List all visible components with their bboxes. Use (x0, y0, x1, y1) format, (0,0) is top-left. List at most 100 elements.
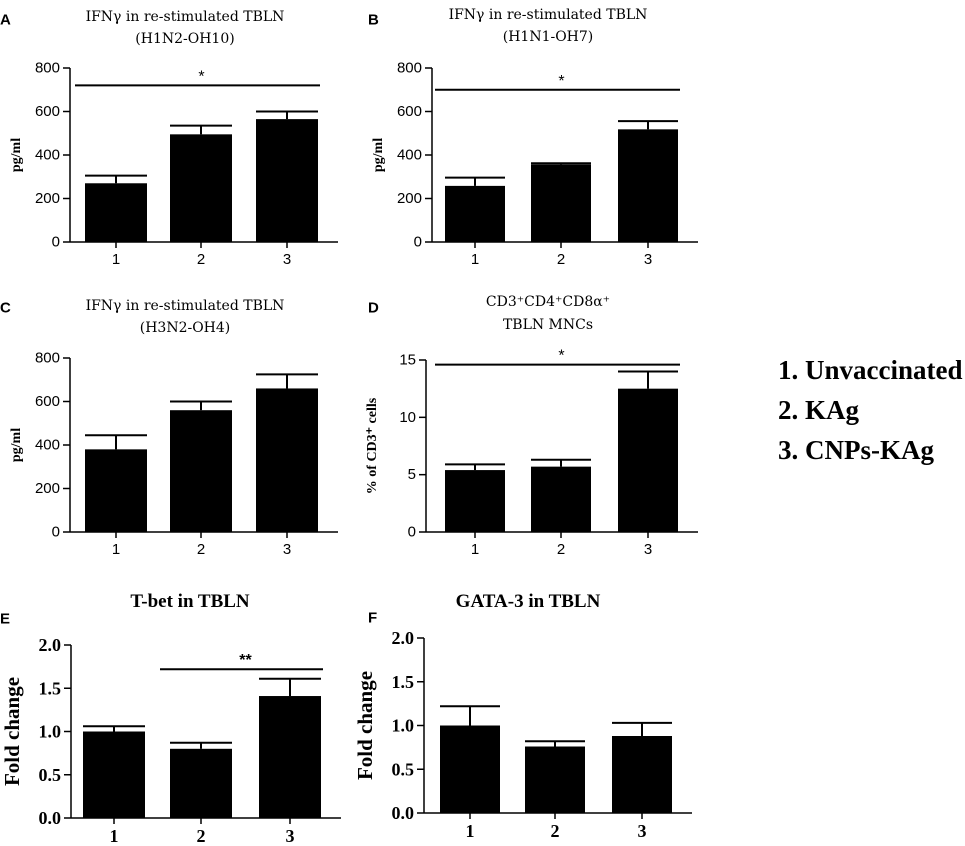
bar (83, 731, 145, 818)
y-tick-label: 0 (52, 234, 60, 251)
y-tick-label: 10 (399, 409, 416, 426)
y-tick-label: 800 (35, 350, 60, 367)
y-tick-label: 400 (397, 147, 422, 164)
bar (525, 746, 585, 813)
x-tick-label: 2 (197, 541, 205, 558)
x-tick-label: 3 (644, 251, 652, 268)
y-tick-label: 2.0 (39, 635, 62, 655)
x-tick-label: 3 (644, 541, 652, 558)
panel-letter: D (368, 299, 379, 316)
bar (170, 748, 232, 818)
x-tick-label: 3 (283, 251, 291, 268)
panel-letter: C (0, 299, 11, 316)
y-tick-label: 5 (408, 466, 416, 483)
legend-item-cnps-kag: 3. CNPs-KAg (778, 435, 934, 465)
bar (85, 449, 147, 532)
x-tick-label: 1 (471, 251, 479, 268)
significance-marker: * (558, 73, 564, 90)
panel-e: E T-bet in TBLN 0.0 0.5 1.0 1.5 2.0 Fold change… (0, 591, 341, 846)
bar (531, 164, 591, 242)
chart-title-line: IFNγ in re-stimulated TBLN (449, 7, 648, 23)
y-tick-label: 1.5 (39, 678, 62, 698)
panel-b: B IFNγ in re-stimulated TBLN (H1N1-OH7) 0 20… (368, 7, 698, 268)
panel-d: D CD3⁺CD4⁺CD8α⁺ TBLN MNCs 0 5 10 15 % of CD3⁺ c… (365, 294, 698, 558)
bar (259, 696, 321, 818)
y-axis-label: Fold change (353, 671, 377, 780)
y-tick-label: 15 (399, 352, 416, 369)
x-tick-label: 1 (466, 821, 475, 841)
y-tick-label: 1.0 (39, 722, 62, 742)
panel-c: C IFNγ in re-stimulated TBLN (H3N2-OH4) 0 20… (0, 298, 338, 558)
x-tick-label: 3 (286, 826, 295, 846)
bar (445, 185, 505, 242)
legend-item-unvaccinated: 1. Unvaccinated (778, 355, 963, 385)
y-tick-label: 800 (35, 60, 60, 77)
bar (618, 388, 678, 532)
chart-title-line: TBLN MNCs (503, 317, 593, 333)
panel-a: A IFNγ in re-stimulated TBLN (H1N2-OH10) 0 2… (0, 9, 338, 268)
chart-title-line: (H1N2-OH10) (135, 31, 234, 47)
chart-title-line: (H3N2-OH4) (140, 320, 231, 336)
bar (531, 466, 591, 532)
bar (256, 388, 318, 532)
chart-title-line: T-bet in TBLN (130, 591, 250, 612)
panel-letter: E (0, 610, 10, 627)
bar (256, 119, 318, 242)
x-tick-label: 1 (471, 541, 479, 558)
x-tick-label: 1 (112, 541, 120, 558)
y-tick-label: 0 (414, 234, 422, 251)
y-axis-label: Fold change (0, 677, 24, 786)
bar (612, 736, 672, 813)
x-tick-label: 2 (557, 251, 565, 268)
y-tick-label: 0.0 (39, 808, 62, 828)
y-tick-label: 400 (35, 147, 60, 164)
panel-letter: A (0, 11, 11, 28)
bar (445, 470, 505, 532)
legend-item-kag: 2. KAg (778, 395, 859, 425)
y-tick-label: 600 (397, 103, 422, 120)
x-tick-label: 2 (197, 251, 205, 268)
panel-f: F GATA-3 in TBLN 0.0 0.5 1.0 1.5 2.0 Fold chang… (353, 591, 692, 841)
bar (618, 129, 678, 242)
y-tick-label: 0 (52, 524, 60, 541)
chart-title-line: (H1N1-OH7) (503, 29, 594, 45)
y-tick-label: 400 (35, 437, 60, 454)
bar (170, 134, 232, 242)
y-axis-label: pg/ml (9, 428, 24, 462)
bar (85, 183, 147, 242)
y-tick-label: 0.5 (39, 765, 62, 785)
y-axis-label: pg/ml (9, 138, 24, 172)
x-tick-label: 2 (557, 541, 565, 558)
x-tick-label: 3 (283, 541, 291, 558)
chart-title-line: IFNγ in re-stimulated TBLN (86, 298, 285, 314)
y-tick-label: 200 (35, 190, 60, 207)
significance-marker: * (558, 348, 564, 365)
chart-title-line: CD3⁺CD4⁺CD8α⁺ (486, 294, 610, 310)
panel-letter: B (368, 11, 379, 28)
y-tick-label: 2.0 (392, 628, 415, 648)
x-tick-label: 1 (112, 251, 120, 268)
legend: 1. Unvaccinated 2. KAg 3. CNPs-KAg (778, 350, 963, 470)
y-tick-label: 0.5 (392, 759, 415, 779)
y-tick-label: 800 (397, 60, 422, 77)
y-tick-label: 1.5 (392, 672, 415, 692)
y-tick-label: 0.0 (392, 803, 415, 823)
y-tick-label: 200 (35, 480, 60, 497)
chart-title-line: IFNγ in re-stimulated TBLN (86, 9, 285, 25)
y-tick-label: 600 (35, 393, 60, 410)
significance-marker: * (198, 68, 204, 85)
significance-marker: ** (239, 652, 252, 669)
x-tick-label: 3 (638, 821, 647, 841)
bar (170, 410, 232, 532)
y-tick-label: 1.0 (392, 716, 415, 736)
chart-title-line: GATA-3 in TBLN (456, 591, 601, 612)
y-tick-label: 0 (408, 524, 416, 541)
y-tick-label: 200 (397, 190, 422, 207)
x-tick-label: 2 (551, 821, 560, 841)
x-tick-label: 2 (197, 826, 206, 846)
y-axis-label: pg/ml (371, 138, 386, 172)
bar (440, 725, 500, 813)
x-tick-label: 1 (110, 826, 119, 846)
y-tick-label: 600 (35, 103, 60, 120)
